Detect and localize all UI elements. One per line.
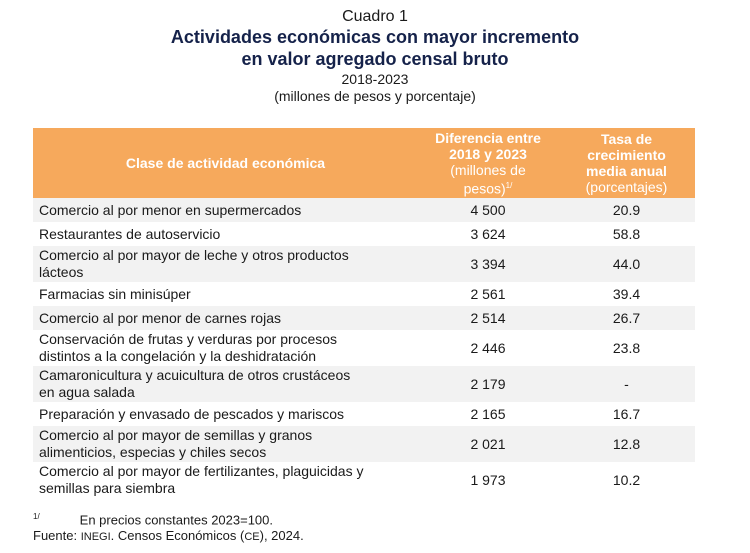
title-line-2: en valor agregado censal bruto: [241, 49, 509, 69]
source-mid: . Censos Económicos (: [110, 528, 245, 544]
growth-rate-cell: 20.9: [558, 198, 695, 222]
source-inegi: INEGI: [80, 531, 111, 544]
growth-rate-cell: 23.8: [558, 330, 695, 366]
table-header: Cuadro 1 Actividades económicas con mayo…: [0, 8, 750, 105]
footnote-1: 1/En precios constantes 2023=100.: [33, 509, 304, 528]
difference-cell: 4 500: [418, 198, 558, 222]
difference-cell: 3 624: [418, 222, 558, 246]
difference-cell: 2 514: [418, 306, 558, 330]
activity-line-1: Comercio al por mayor de leche y otros p…: [39, 247, 349, 263]
activity-cell: Comercio al por mayor de fertilizantes, …: [33, 462, 418, 498]
table-row: Preparación y envasado de pescados y mar…: [33, 402, 695, 426]
source-prefix: Fuente:: [33, 528, 81, 544]
activity-cell: Comercio al por mayor de leche y otros p…: [33, 246, 418, 282]
activity-line-2: en agua salada: [39, 384, 135, 400]
col3-line2: crecimiento: [587, 147, 666, 163]
activity-line-1: Comercio al por menor de carnes rojas: [39, 309, 281, 326]
difference-cell: 2 165: [418, 402, 558, 426]
table-years: 2018-2023: [341, 71, 409, 87]
col2-line4: pesos)1/: [418, 178, 558, 197]
growth-rate-cell: 39.4: [558, 282, 695, 306]
difference-cell: 2 179: [418, 366, 558, 402]
activity-line-1: Comercio al por mayor de semillas y gran…: [39, 427, 313, 443]
growth-rate-cell: 10.2: [558, 462, 695, 498]
col2-line3: (millones de: [450, 161, 526, 178]
activity-cell: Comercio al por mayor de semillas y gran…: [33, 426, 418, 462]
data-table: Clase de actividad económica Diferencia …: [33, 128, 695, 498]
activity-line-1: Comercio al por menor en supermercados: [39, 201, 302, 218]
activity-line-2: distintos a la congelación y la deshidra…: [39, 348, 317, 364]
activity-line-1: Farmacias sin minisúper: [39, 285, 191, 302]
difference-cell: 2 021: [418, 426, 558, 462]
col-header-growth: Tasa de crecimiento media anual (porcent…: [558, 128, 695, 198]
table-row: Comercio al por mayor de leche y otros p…: [33, 246, 695, 282]
table-title: Actividades económicas con mayor increme…: [0, 26, 750, 70]
table-row: Comercio al por mayor de fertilizantes, …: [33, 462, 695, 498]
activity-line-1: Comercio al por mayor de fertilizantes, …: [39, 463, 364, 479]
col2-line2: 2018 y 2023: [449, 145, 527, 162]
activity-cell: Restaurantes de autoservicio: [33, 222, 418, 246]
footnotes: 1/En precios constantes 2023=100. Fuente…: [33, 509, 304, 545]
col2-line4-text: pesos): [463, 180, 506, 197]
col2-footnote-ref: 1/: [505, 180, 513, 190]
difference-cell: 1 973: [418, 462, 558, 498]
difference-cell: 2 561: [418, 282, 558, 306]
table-row: Restaurantes de autoservicio 3 624 58.8: [33, 222, 695, 246]
growth-rate-cell: 58.8: [558, 222, 695, 246]
footnote-marker: 1/: [33, 512, 40, 521]
col3-line1: Tasa de: [600, 131, 653, 147]
activity-line-2: semillas para siembra: [39, 480, 176, 496]
difference-cell: 2 446: [418, 330, 558, 366]
table-row: Comercio al por menor de carnes rojas 2 5…: [33, 306, 695, 330]
activity-cell: Preparación y envasado de pescados y mar…: [33, 402, 418, 426]
growth-rate-cell: 26.7: [558, 306, 695, 330]
col2-line1: Diferencia entre: [435, 129, 541, 146]
table-row: Comercio al por mayor de semillas y gran…: [33, 426, 695, 462]
footnote-text: En precios constantes 2023=100.: [79, 512, 274, 528]
source-ce: CE: [244, 531, 260, 544]
table-row: Conservación de frutas y verduras por pr…: [33, 330, 695, 366]
activity-line-1: Camaronicultura y acuicultura de otros c…: [39, 367, 351, 383]
col3-line4: (porcentajes): [585, 179, 668, 195]
activity-cell: Camaronicultura y acuicultura de otros c…: [33, 366, 418, 402]
activity-cell: Farmacias sin minisúper: [33, 282, 418, 306]
header-row: Clase de actividad económica Diferencia …: [33, 128, 695, 198]
activity-cell: Comercio al por menor en supermercados: [33, 198, 418, 222]
growth-rate-cell: 16.7: [558, 402, 695, 426]
activity-cell: Comercio al por menor de carnes rojas: [33, 306, 418, 330]
title-line-1: Actividades económicas con mayor increme…: [170, 27, 580, 47]
table-row: Camaronicultura y acuicultura de otros c…: [33, 366, 695, 402]
activity-line-2: lácteos: [39, 264, 84, 280]
growth-rate-cell: -: [558, 366, 695, 402]
activity-cell: Conservación de frutas y verduras por pr…: [33, 330, 418, 366]
activity-line-1: Restaurantes de autoservicio: [39, 225, 221, 242]
col-header-difference: Diferencia entre 2018 y 2023 (millones d…: [418, 128, 558, 198]
table-number: Cuadro 1: [342, 8, 408, 25]
table-row: Comercio al por menor en supermercados 4 …: [33, 198, 695, 222]
growth-rate-cell: 12.8: [558, 426, 695, 462]
col3-line3: media anual: [586, 163, 667, 179]
activity-line-1: Conservación de frutas y verduras por pr…: [39, 331, 338, 347]
col-header-activity: Clase de actividad económica: [33, 128, 418, 198]
growth-rate-cell: 44.0: [558, 246, 695, 282]
source-note: Fuente: INEGI. Censos Económicos (CE), 2…: [33, 528, 304, 545]
difference-cell: 3 394: [418, 246, 558, 282]
activity-line-2: alimenticios, especias y chiles secos: [39, 444, 267, 460]
table-row: Farmacias sin minisúper 2 561 39.4: [33, 282, 695, 306]
source-end: ), 2024.: [259, 528, 304, 544]
activity-line-1: Preparación y envasado de pescados y mar…: [39, 405, 345, 422]
table-units: (millones de pesos y porcentaje): [274, 88, 476, 104]
